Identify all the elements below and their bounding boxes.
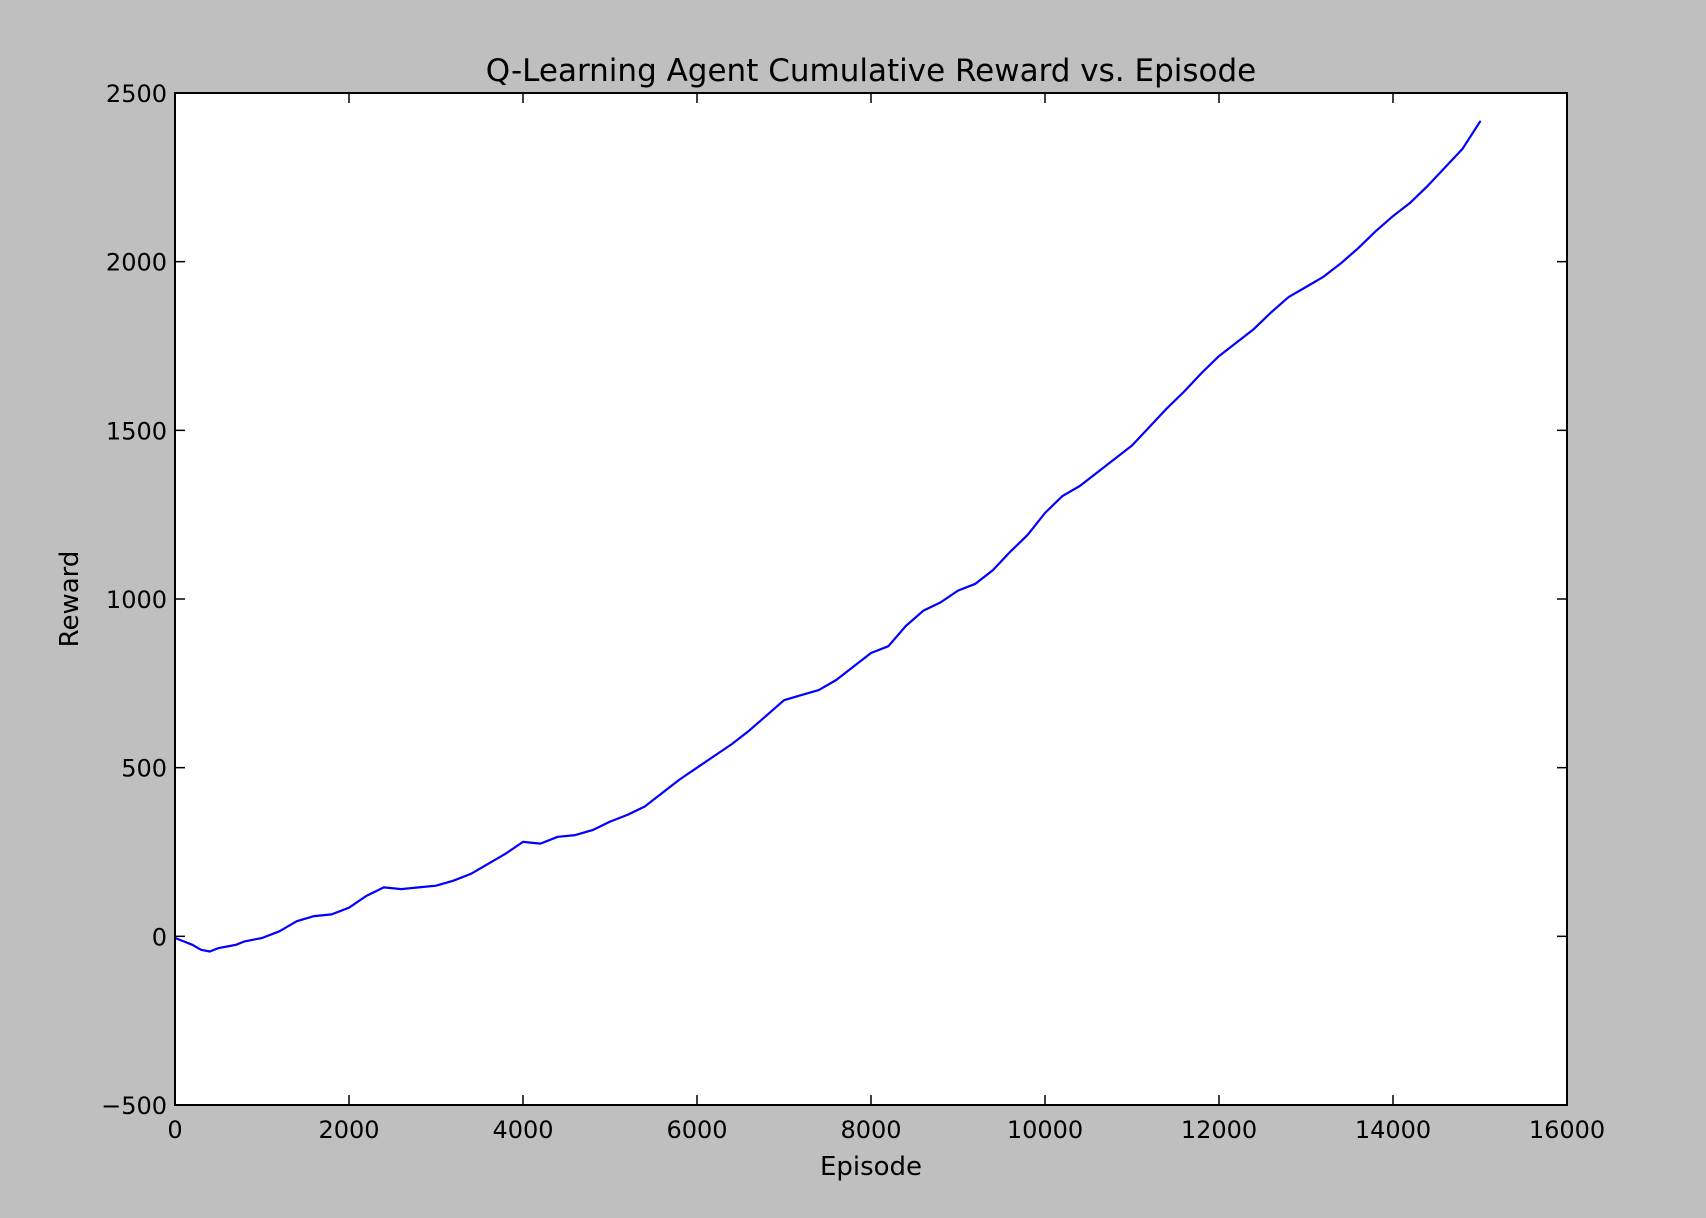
x-tick-label: 10000 <box>1007 1116 1083 1144</box>
x-axis-label: Episode <box>820 1152 922 1182</box>
y-tick-label: −500 <box>101 1092 167 1120</box>
x-tick-label: 8000 <box>840 1116 901 1144</box>
plot-area <box>175 93 1567 1105</box>
y-tick-label: 1000 <box>106 586 167 614</box>
series-layer <box>173 120 1482 953</box>
chart-title: Q-Learning Agent Cumulative Reward vs. E… <box>486 53 1257 89</box>
y-tick-label: 1500 <box>106 417 167 445</box>
y-tick-label: 500 <box>121 755 167 783</box>
tick-layer: 0 2000 4000 6000 8000 10000 12000 14000 16000−50… <box>101 80 1605 1144</box>
x-tick-label: 0 <box>167 1116 182 1144</box>
y-tick-label: 0 <box>152 923 167 951</box>
x-tick-label: 4000 <box>492 1116 553 1144</box>
x-tick-label: 16000 <box>1529 1116 1605 1144</box>
x-tick-label: 6000 <box>666 1116 727 1144</box>
x-tick-label: 2000 <box>318 1116 379 1144</box>
x-tick-label: 14000 <box>1355 1116 1431 1144</box>
y-tick-label: 2500 <box>106 80 167 108</box>
series-line <box>173 120 1482 953</box>
plot-frame <box>174 92 1568 1106</box>
x-tick-label: 12000 <box>1181 1116 1257 1144</box>
y-axis-label: Reward <box>55 551 85 648</box>
y-tick-label: 2000 <box>106 249 167 277</box>
